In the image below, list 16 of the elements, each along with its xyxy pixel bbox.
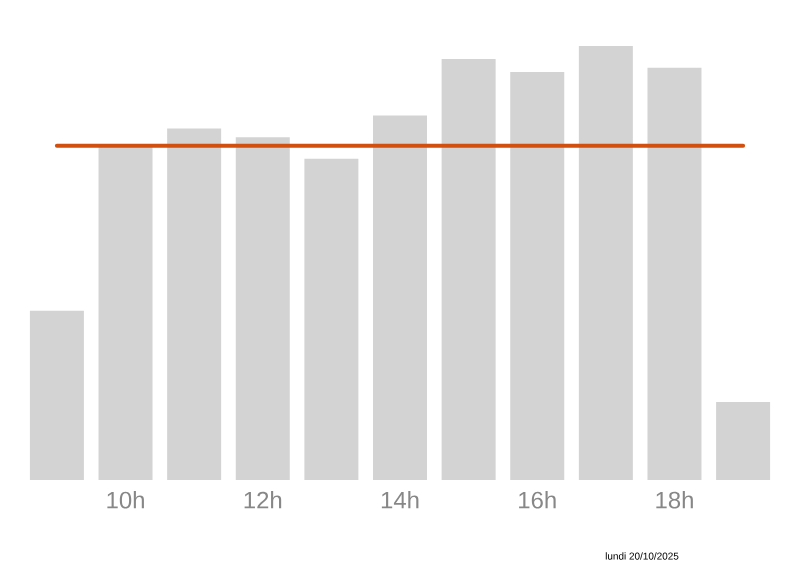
bar (29, 310, 84, 480)
bar (716, 401, 771, 480)
bar (98, 145, 153, 480)
x-tick-label: 18h (656, 491, 693, 509)
x-tick-label: 14h (381, 491, 419, 509)
bar (167, 128, 222, 480)
bar (441, 59, 496, 480)
bar (304, 158, 359, 480)
x-tick-label: 12h (244, 491, 282, 509)
x-tick-label: 16h (519, 491, 556, 509)
bar (578, 45, 633, 480)
x-tick-label: 10h (107, 491, 144, 509)
bar (647, 67, 702, 480)
bar (373, 115, 428, 480)
bar (510, 72, 565, 480)
bar (235, 137, 290, 480)
